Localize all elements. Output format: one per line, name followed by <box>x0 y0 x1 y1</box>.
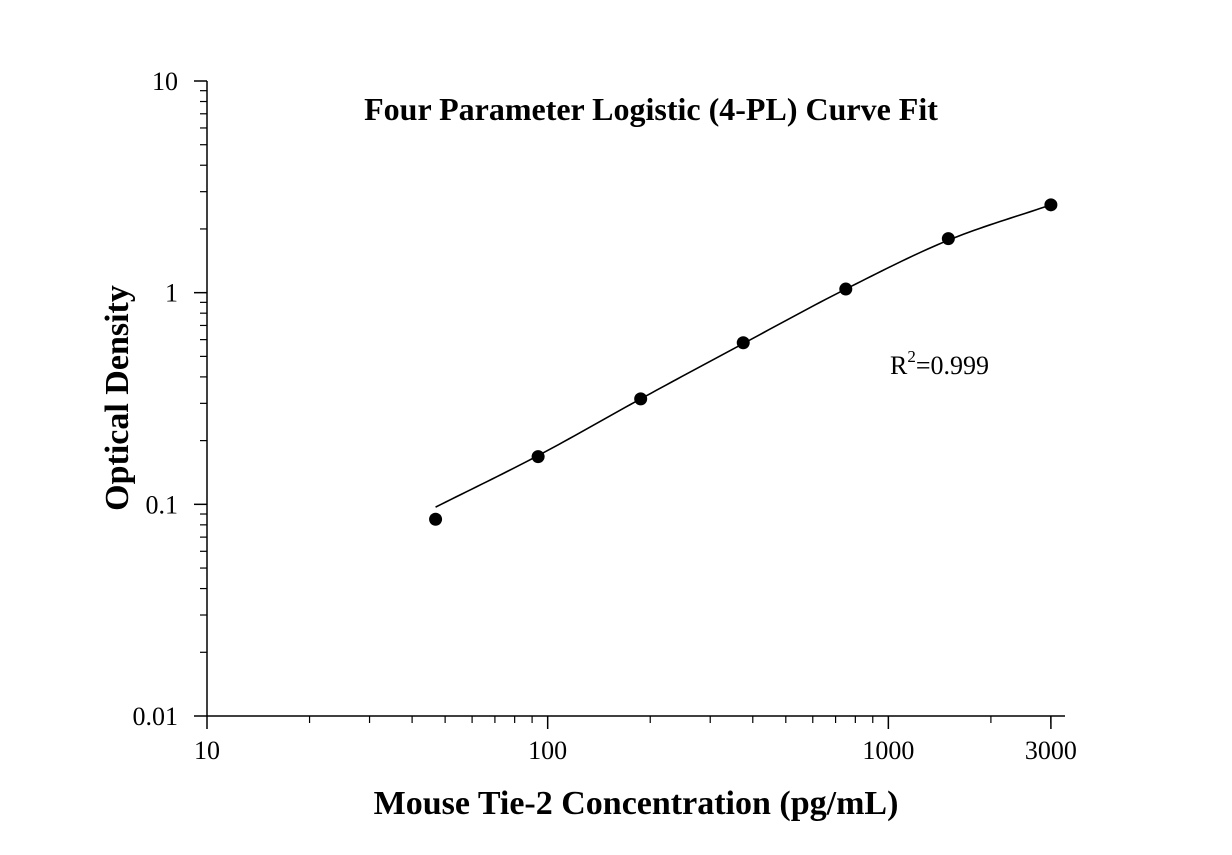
data-point <box>634 392 648 406</box>
y-axis: 0.01 0.1 1 10 <box>133 67 207 731</box>
r-squared-superscript: 2 <box>907 347 916 366</box>
x-tick-label: 1000 <box>862 736 914 765</box>
x-tick-label: 100 <box>528 736 567 765</box>
x-tick-label: 10 <box>194 736 220 765</box>
plot-frame <box>206 81 1065 717</box>
data-point <box>736 336 750 350</box>
y-tick-label: 0.1 <box>146 490 179 519</box>
data-point <box>531 450 545 464</box>
data-point <box>941 232 955 246</box>
y-tick-label: 0.01 <box>133 702 179 731</box>
data-point <box>1044 198 1058 212</box>
x-axis: 10 100 1000 3000 <box>194 716 1077 765</box>
data-points-layer <box>429 198 1058 526</box>
chart-title: Four Parameter Logistic (4-PL) Curve Fit <box>364 91 938 127</box>
y-tick-label: 10 <box>152 67 178 96</box>
data-point <box>839 282 853 296</box>
x-tick-label: 3000 <box>1025 736 1077 765</box>
r-squared-value: =0.999 <box>916 351 989 380</box>
data-point <box>429 512 443 526</box>
r-squared-annotation: R2=0.999 <box>890 347 989 380</box>
y-axis-label: Optical Density <box>99 285 136 511</box>
r-squared-base: R <box>890 351 908 380</box>
x-axis-label: Mouse Tie-2 Concentration (pg/mL) <box>374 785 899 822</box>
y-tick-label: 1 <box>165 279 178 308</box>
